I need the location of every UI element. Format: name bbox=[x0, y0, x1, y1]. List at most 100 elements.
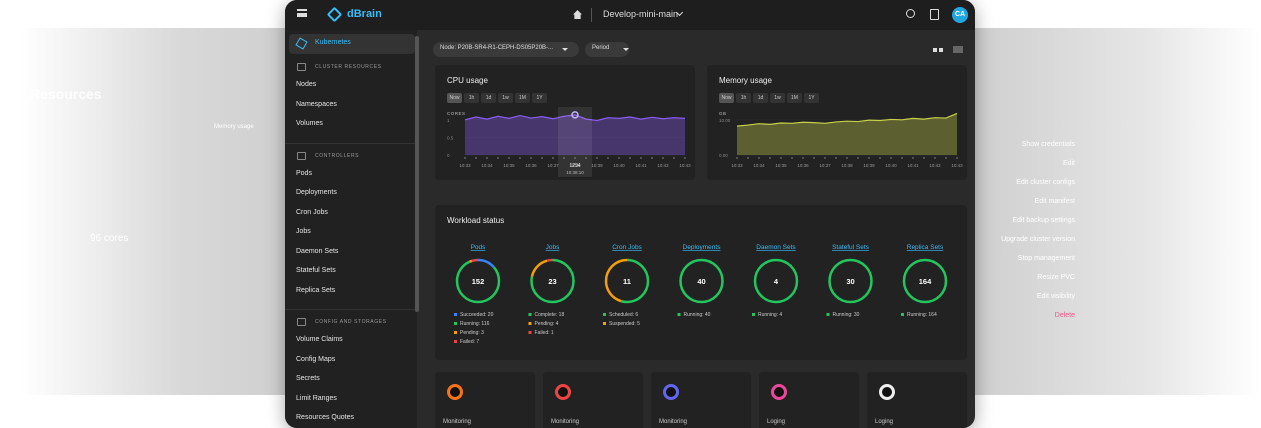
workload-link[interactable]: Daemon Sets bbox=[756, 244, 796, 251]
home-icon[interactable] bbox=[573, 10, 582, 19]
sidebar: Kubernetes CLUSTER RESOURCES Nodes Namespac… bbox=[285, 30, 417, 428]
nav-item[interactable]: Stateful Sets bbox=[296, 267, 336, 274]
x-tick-label: 10:40 bbox=[613, 163, 625, 168]
legend-label: Running: 4 bbox=[758, 312, 782, 318]
nav-item[interactable]: Nodes bbox=[296, 81, 317, 88]
legend-swatch bbox=[752, 313, 755, 316]
search-icon[interactable] bbox=[906, 9, 915, 18]
cluster-select[interactable]: Develop-mini-main bbox=[603, 9, 679, 19]
period-button[interactable]: 1M bbox=[515, 93, 530, 103]
card-icon bbox=[447, 384, 463, 400]
nav-item[interactable]: Volumes bbox=[296, 120, 323, 127]
x-tick-label: 10:42 bbox=[929, 163, 941, 168]
period-button[interactable]: 1M bbox=[787, 93, 802, 103]
backdrop-menu-item: Show credentials bbox=[1021, 141, 1075, 148]
workload-link[interactable]: Cron Jobs bbox=[612, 244, 642, 251]
legend-swatch bbox=[603, 322, 606, 325]
logo bbox=[326, 6, 343, 23]
backdrop-menu-item: Stop management bbox=[1017, 255, 1075, 262]
nav-item[interactable]: Daemon Sets bbox=[296, 247, 339, 255]
avatar[interactable]: CA bbox=[952, 7, 968, 23]
backdrop-menu-item: Edit cluster configs bbox=[1016, 179, 1075, 186]
app-card[interactable]: Monitoring bbox=[543, 372, 643, 428]
donut-total: 152 bbox=[472, 277, 485, 286]
chart-title: CPU usage bbox=[447, 76, 488, 85]
doc-icon[interactable] bbox=[930, 9, 939, 20]
nav-item[interactable]: Deployments bbox=[296, 189, 337, 196]
legend-swatch bbox=[528, 331, 532, 334]
workload-link[interactable]: Jobs bbox=[546, 244, 560, 251]
chart-title: Memory usage bbox=[719, 76, 772, 85]
donut-segment bbox=[828, 258, 873, 304]
backdrop-menu-item: Edit manifest bbox=[1034, 198, 1075, 205]
x-tick-label: 10:36 bbox=[797, 163, 809, 168]
card-label: Monitoring bbox=[551, 419, 580, 425]
legend-swatch bbox=[454, 340, 457, 343]
legend-label: Pending: 3 bbox=[460, 330, 484, 336]
nav-item[interactable]: Cron Jobs bbox=[296, 208, 328, 216]
backdrop-menu-item: Edit backup settings bbox=[1012, 217, 1075, 224]
donut-segment bbox=[902, 258, 948, 304]
nav-item[interactable]: Jobs bbox=[296, 228, 311, 235]
period-button[interactable]: 1Y bbox=[804, 93, 819, 103]
nav-item[interactable]: Pods bbox=[296, 169, 312, 177]
app-card[interactable]: Monitoring bbox=[651, 372, 751, 428]
x-tick-label: 10:35 bbox=[503, 163, 515, 168]
period-button[interactable]: Now bbox=[719, 93, 734, 103]
divider bbox=[591, 8, 592, 22]
x-tick-label: 10:39 bbox=[591, 163, 603, 168]
tooltip-band bbox=[558, 107, 592, 177]
view-toggle[interactable] bbox=[953, 46, 963, 53]
period-button[interactable]: 1h bbox=[736, 93, 751, 103]
workload-link[interactable]: Stateful Sets bbox=[832, 244, 870, 251]
nav-item[interactable]: Namespaces bbox=[296, 100, 337, 108]
period-filter[interactable]: Period bbox=[585, 42, 629, 57]
menu-icon[interactable] bbox=[297, 9, 307, 17]
workload-link[interactable]: Pods bbox=[471, 244, 487, 251]
app-card[interactable]: Loging bbox=[867, 372, 967, 428]
x-tick-label: 10:43 bbox=[951, 163, 963, 168]
app-card[interactable]: Loging bbox=[759, 372, 859, 428]
period-button[interactable]: Now bbox=[447, 93, 462, 103]
period-button[interactable]: 1d bbox=[481, 93, 496, 103]
period-button[interactable]: 1h bbox=[464, 93, 479, 103]
x-tick-label: 10:41 bbox=[907, 163, 919, 168]
x-tick-label: 10:40 bbox=[885, 163, 897, 168]
nav-item[interactable]: Replica Sets bbox=[296, 286, 336, 294]
period-button[interactable]: 1w bbox=[498, 93, 513, 103]
backdrop-heading: Resources bbox=[30, 86, 102, 102]
period-button[interactable]: 1w bbox=[770, 93, 785, 103]
backdrop-menu-item: Edit visibility bbox=[1036, 293, 1075, 300]
nav-item[interactable]: Volume Claims bbox=[296, 336, 343, 343]
workload-link[interactable]: Deployments bbox=[683, 244, 722, 251]
donut-segment bbox=[455, 258, 501, 304]
legend-label: Suspended: 5 bbox=[609, 321, 640, 327]
content: Node: P20B-SR4-R1-CEPH-DS05P20B-... Perio… bbox=[423, 30, 975, 428]
section-title: CLUSTER RESOURCES bbox=[315, 64, 382, 70]
period-button[interactable]: 1d bbox=[753, 93, 768, 103]
nav-item-active[interactable]: Kubernetes bbox=[315, 39, 351, 46]
workload-panel: Workload status Pods Succeeded: 20 Running:… bbox=[435, 205, 967, 360]
x-tick-label: 10:34 bbox=[753, 163, 765, 168]
app-card[interactable]: Monitoring bbox=[435, 372, 535, 428]
chart-panel: Memory usage Now 1h 1d 1w 1M 1Y GB 0.00 10.00 10:3… bbox=[707, 65, 967, 180]
backdrop-right: Show credentials Edit Edit cluster configs… bbox=[975, 28, 1261, 395]
area bbox=[465, 114, 685, 155]
donut-total: 23 bbox=[548, 277, 556, 286]
x-tick-label: 10:41 bbox=[635, 163, 647, 168]
node-filter[interactable]: Node: P20B-SR4-R1-CEPH-DS05P20B-... bbox=[433, 42, 579, 57]
top-bar: dBrain Develop-mini-main CA bbox=[285, 0, 975, 30]
legend-swatch bbox=[528, 313, 532, 316]
x-tick-label: 10:33 bbox=[459, 163, 471, 168]
nav-item[interactable]: Resources Quotes bbox=[296, 414, 354, 421]
nav-item[interactable]: Config Maps bbox=[296, 355, 336, 363]
nav-item[interactable]: Secrets bbox=[296, 375, 320, 382]
nav-divider bbox=[285, 309, 415, 310]
donut-total: 164 bbox=[919, 277, 932, 286]
period-button[interactable]: 1Y bbox=[532, 93, 547, 103]
workload-link[interactable]: Replica Sets bbox=[907, 244, 944, 251]
legend-label: Failed: 1 bbox=[535, 330, 554, 336]
view-toggle[interactable] bbox=[933, 48, 943, 52]
nav-item[interactable]: Limit Ranges bbox=[296, 394, 337, 402]
